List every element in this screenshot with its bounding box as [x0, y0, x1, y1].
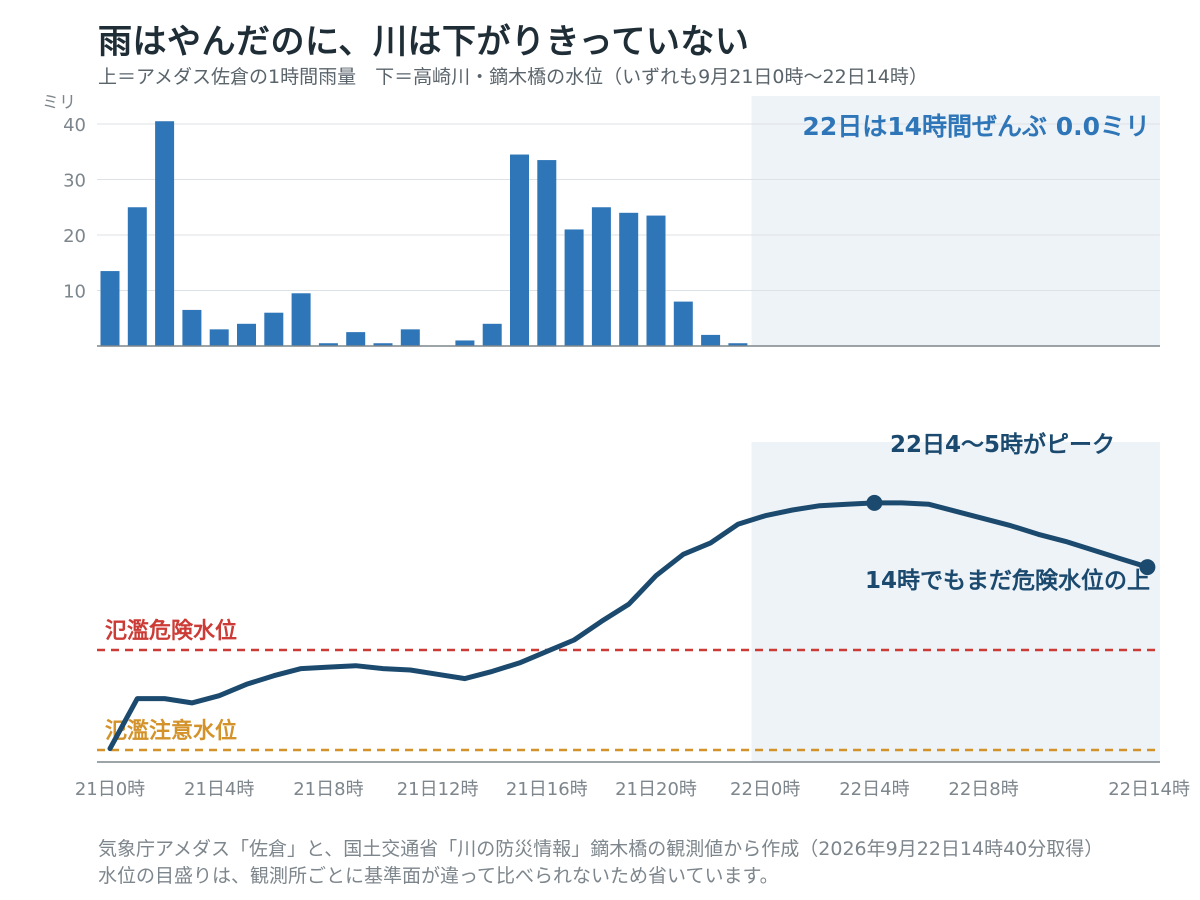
x-tick-label: 21日0時 [75, 779, 145, 800]
x-tick-label: 21日16時 [506, 779, 588, 800]
threshold-label: 氾濫危険水位 [105, 618, 237, 644]
x-tick-label: 21日12時 [397, 779, 479, 800]
rain-bar [646, 215, 666, 346]
latest-point [1139, 559, 1156, 576]
rain-bar [318, 343, 338, 346]
x-tick-label: 21日8時 [293, 779, 363, 800]
x-tick-label: 21日20時 [615, 779, 697, 800]
rain-annotation: 22日は14時間ぜんぶ 0.0ミリ [802, 112, 1150, 141]
rain-bar [673, 301, 693, 346]
x-tick-label: 22日4時 [839, 779, 909, 800]
rain-bar [619, 212, 639, 346]
water-level-line [107, 500, 1150, 752]
rain-y-tick-label: 10 [63, 282, 86, 303]
rain-bar [155, 121, 175, 346]
chart-subtitle: 上＝アメダス佐倉の1時間雨量 下＝高崎川・鏑木橋の水位（いずれも9月21日0時〜… [98, 66, 928, 88]
peak-annotation: 22日4〜5時がピーク [890, 431, 1115, 458]
rain-bar [482, 323, 502, 346]
rain-y-tick-label: 40 [63, 115, 86, 136]
x-tick-label: 22日8時 [948, 779, 1018, 800]
rain-bar [400, 329, 420, 346]
source-note: 気象庁アメダス「佐倉」と、国土交通省「川の防災情報」鏑木橋の観測値から作成（20… [98, 836, 1200, 890]
rain-y-axis-label: ミリ [42, 93, 76, 113]
rain-shaded-period [751, 96, 1160, 346]
level-shaded-period [751, 442, 1160, 762]
x-tick-label: 21日4時 [184, 779, 254, 800]
peak-point [866, 494, 883, 511]
rain-bar [209, 329, 229, 346]
rain-bar [591, 207, 611, 346]
rain-bar [728, 343, 748, 346]
x-tick-label: 22日14時 [1108, 779, 1190, 800]
rain-bar [346, 332, 366, 346]
rain-bar [510, 154, 529, 346]
rain-y-tick-label: 30 [63, 171, 86, 192]
rain-bar [291, 293, 311, 346]
rain-y-tick-label: 20 [63, 226, 86, 247]
rain-bar [455, 340, 475, 346]
source-note-line-1: 気象庁アメダス「佐倉」と、国土交通省「川の防災情報」鏑木橋の観測値から作成（20… [98, 838, 1104, 860]
rain-bar [564, 229, 584, 346]
rain-bar [100, 271, 120, 346]
rain-bar [237, 323, 256, 346]
rain-bar [182, 309, 202, 346]
rain-bar [264, 312, 284, 346]
latest-annotation: 14時でもまだ危険水位の上 [865, 567, 1150, 594]
rain-bar [127, 207, 147, 346]
chart-title: 雨はやんだのに、川は下がりきっていない [98, 22, 750, 62]
rain-bar [701, 334, 721, 346]
rain-bar [537, 160, 557, 346]
source-note-line-2: 水位の目盛りは、観測所ごとに基準面が違って比べられないため省いています。 [98, 865, 779, 887]
rain-bar [373, 343, 393, 346]
x-tick-label: 22日0時 [730, 779, 800, 800]
